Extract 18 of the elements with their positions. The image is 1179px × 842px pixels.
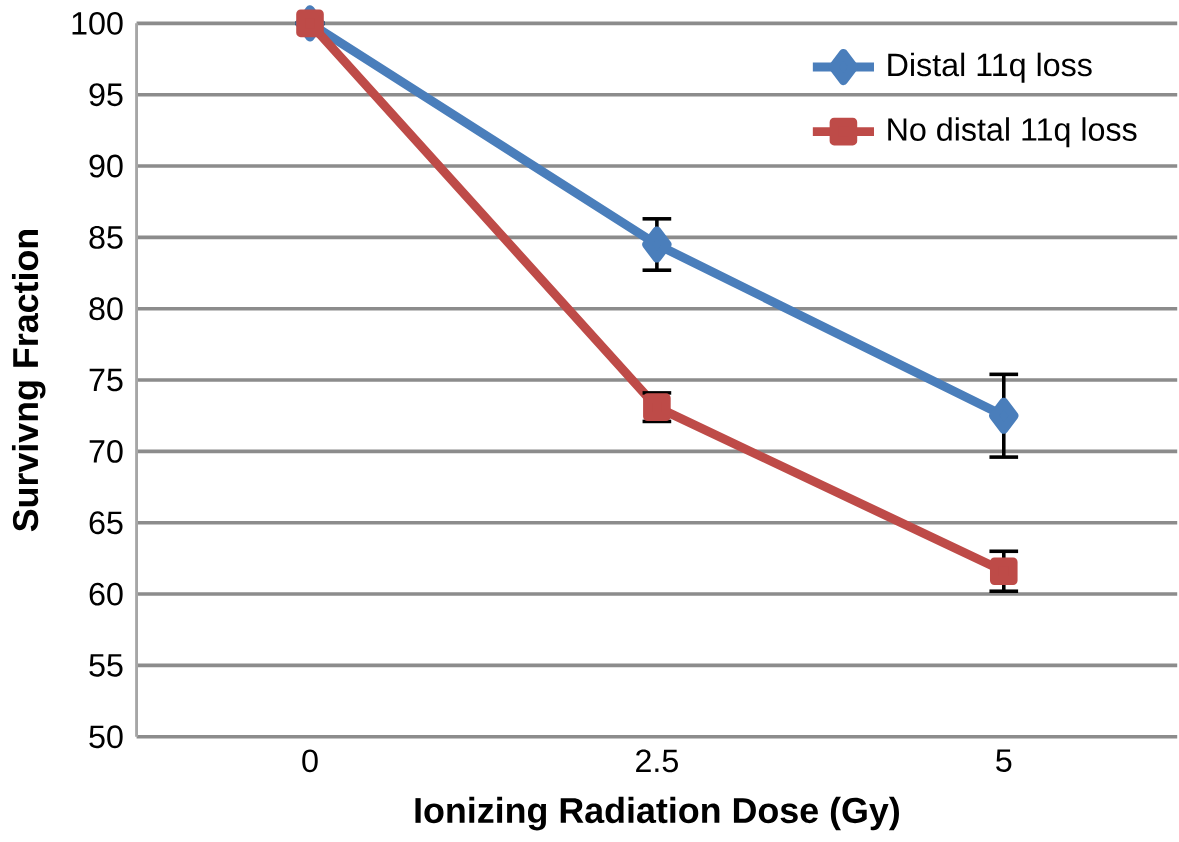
y-tick-label: 50 xyxy=(89,725,123,749)
y-tick-label: 85 xyxy=(89,225,123,249)
y-tick-label: 65 xyxy=(89,511,123,534)
x-tick-label: 0 xyxy=(302,749,318,773)
y-axis-title: Survivng Fraction xyxy=(11,229,46,532)
legend-label: Distal 11q loss xyxy=(888,52,1092,83)
y-tick-label: 80 xyxy=(89,297,123,320)
x-tick-label: 5 xyxy=(996,749,1012,772)
x-tick-label: 2.5 xyxy=(636,749,678,773)
y-tick-label: 90 xyxy=(89,154,123,178)
y-tick-label: 55 xyxy=(89,653,123,677)
y-tick-label: 60 xyxy=(89,582,123,606)
y-tick-label: 100 xyxy=(72,11,123,35)
y-tick-label: 75 xyxy=(89,368,123,392)
y-tick-label: 70 xyxy=(89,439,123,463)
legend-label: No distal 11q loss xyxy=(888,117,1137,148)
x-axis-title: Ionizing Radiation Dose (Gy) xyxy=(415,796,899,831)
y-tick-label: 95 xyxy=(89,83,123,106)
